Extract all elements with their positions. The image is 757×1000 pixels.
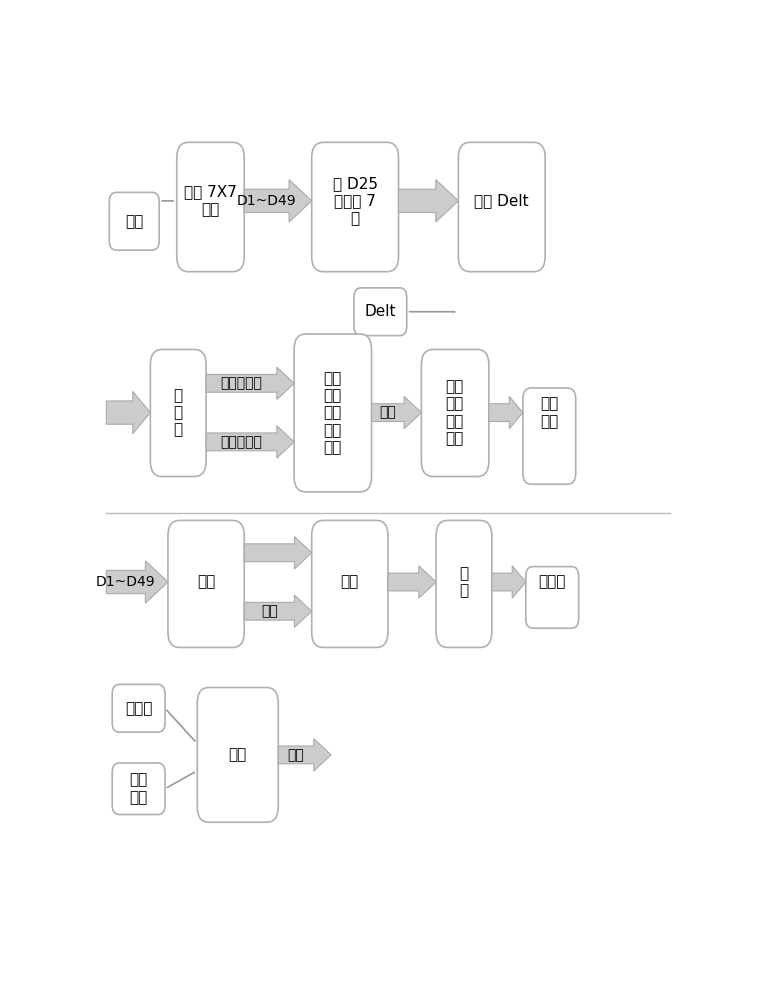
Polygon shape (388, 566, 436, 598)
Text: 系数: 系数 (379, 406, 396, 420)
Text: 强度域系数: 强度域系数 (220, 376, 263, 390)
FancyBboxPatch shape (312, 520, 388, 647)
Polygon shape (398, 180, 459, 222)
Text: 输入: 输入 (125, 214, 143, 229)
FancyBboxPatch shape (109, 192, 159, 250)
FancyBboxPatch shape (459, 142, 545, 272)
Polygon shape (206, 426, 294, 458)
Polygon shape (106, 391, 151, 434)
Text: 除以 Delt: 除以 Delt (475, 193, 529, 208)
Text: 窗口
像素
对应
系数
求积: 窗口 像素 对应 系数 求积 (324, 371, 342, 455)
Text: 减 D25
并左移 7
位: 减 D25 并左移 7 位 (332, 176, 378, 226)
FancyBboxPatch shape (198, 687, 279, 822)
Polygon shape (245, 537, 312, 569)
FancyBboxPatch shape (526, 567, 578, 628)
Polygon shape (492, 566, 526, 598)
Text: 累
加: 累 加 (459, 566, 469, 598)
Polygon shape (372, 396, 422, 429)
FancyBboxPatch shape (168, 520, 245, 647)
Text: 查
找
表: 查 找 表 (173, 388, 182, 438)
Text: 输出: 输出 (288, 748, 304, 762)
FancyBboxPatch shape (312, 142, 398, 272)
Polygon shape (279, 739, 331, 771)
Text: 生成 7X7
窗口: 生成 7X7 窗口 (184, 185, 237, 217)
Polygon shape (106, 561, 168, 603)
FancyBboxPatch shape (177, 142, 245, 272)
Text: 系数: 系数 (261, 604, 278, 618)
Text: 相除: 相除 (229, 747, 247, 762)
Text: Delt: Delt (365, 304, 396, 319)
FancyBboxPatch shape (436, 520, 492, 647)
FancyBboxPatch shape (422, 349, 489, 477)
Text: 空间域系数: 空间域系数 (220, 435, 263, 449)
Text: 中心
系数: 中心 系数 (129, 773, 148, 805)
Text: 累加值: 累加值 (125, 701, 152, 716)
Polygon shape (245, 595, 312, 627)
Text: D1~D49: D1~D49 (237, 194, 297, 208)
FancyBboxPatch shape (151, 349, 206, 477)
FancyBboxPatch shape (523, 388, 575, 484)
Polygon shape (206, 367, 294, 400)
FancyBboxPatch shape (112, 684, 165, 732)
Text: 累加值: 累加值 (538, 574, 566, 589)
Text: 求积: 求积 (341, 574, 359, 589)
FancyBboxPatch shape (112, 763, 165, 815)
Polygon shape (489, 396, 523, 429)
Text: 延迟: 延迟 (197, 574, 215, 589)
FancyBboxPatch shape (354, 288, 407, 336)
Polygon shape (245, 180, 312, 222)
Text: 窗口
像素
系数
累加: 窗口 像素 系数 累加 (446, 379, 464, 446)
FancyBboxPatch shape (294, 334, 372, 492)
Text: 中心
系数: 中心 系数 (540, 396, 559, 429)
Text: D1~D49: D1~D49 (96, 575, 156, 589)
